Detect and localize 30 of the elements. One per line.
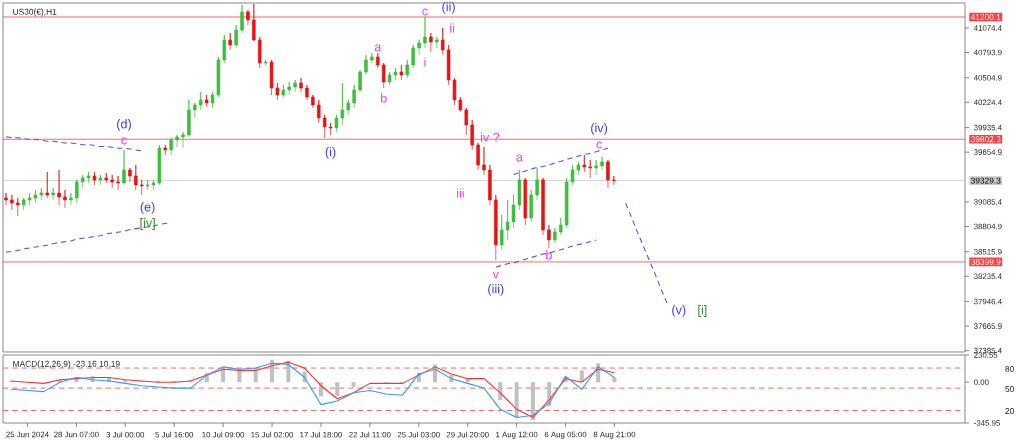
annotation: c <box>121 137 127 145</box>
text: 80 <box>1005 366 1014 372</box>
annotation: (iv) <box>591 123 608 135</box>
annotation: (ii) <box>442 2 455 14</box>
annotation: (iii) <box>488 284 504 296</box>
annotation: a <box>374 44 382 52</box>
annotation: (e) <box>140 202 155 214</box>
annotation: i <box>424 57 426 67</box>
annotation: b <box>380 93 387 103</box>
ref-line-label: 39329.3 <box>970 177 1001 184</box>
text: 50 <box>1005 386 1014 392</box>
text: MACD(12,26,9) -23.16 10.19 <box>13 360 120 369</box>
annotation: (v) <box>672 305 686 317</box>
annotation: b <box>546 250 552 260</box>
annotation: iii <box>457 188 464 198</box>
annotation: iv ? <box>480 132 500 142</box>
annotation: [iv] <box>140 218 155 230</box>
annotation: ii <box>450 23 455 33</box>
annotation: [i] <box>698 305 707 317</box>
annotation: v <box>492 271 499 279</box>
ref-line-label: 38399.9 <box>970 258 1001 265</box>
annotation: (i) <box>325 147 336 159</box>
text: US30(€),H1 <box>13 8 57 17</box>
ref-line-label: 41200.1 <box>970 14 1001 20</box>
annotation: a <box>516 154 523 162</box>
ref-line-label: 39802.3 <box>970 136 1001 143</box>
annotation: c <box>596 141 602 149</box>
annotation: (d) <box>117 119 131 131</box>
annotation: c <box>422 8 428 16</box>
text: 20 <box>1005 408 1014 414</box>
